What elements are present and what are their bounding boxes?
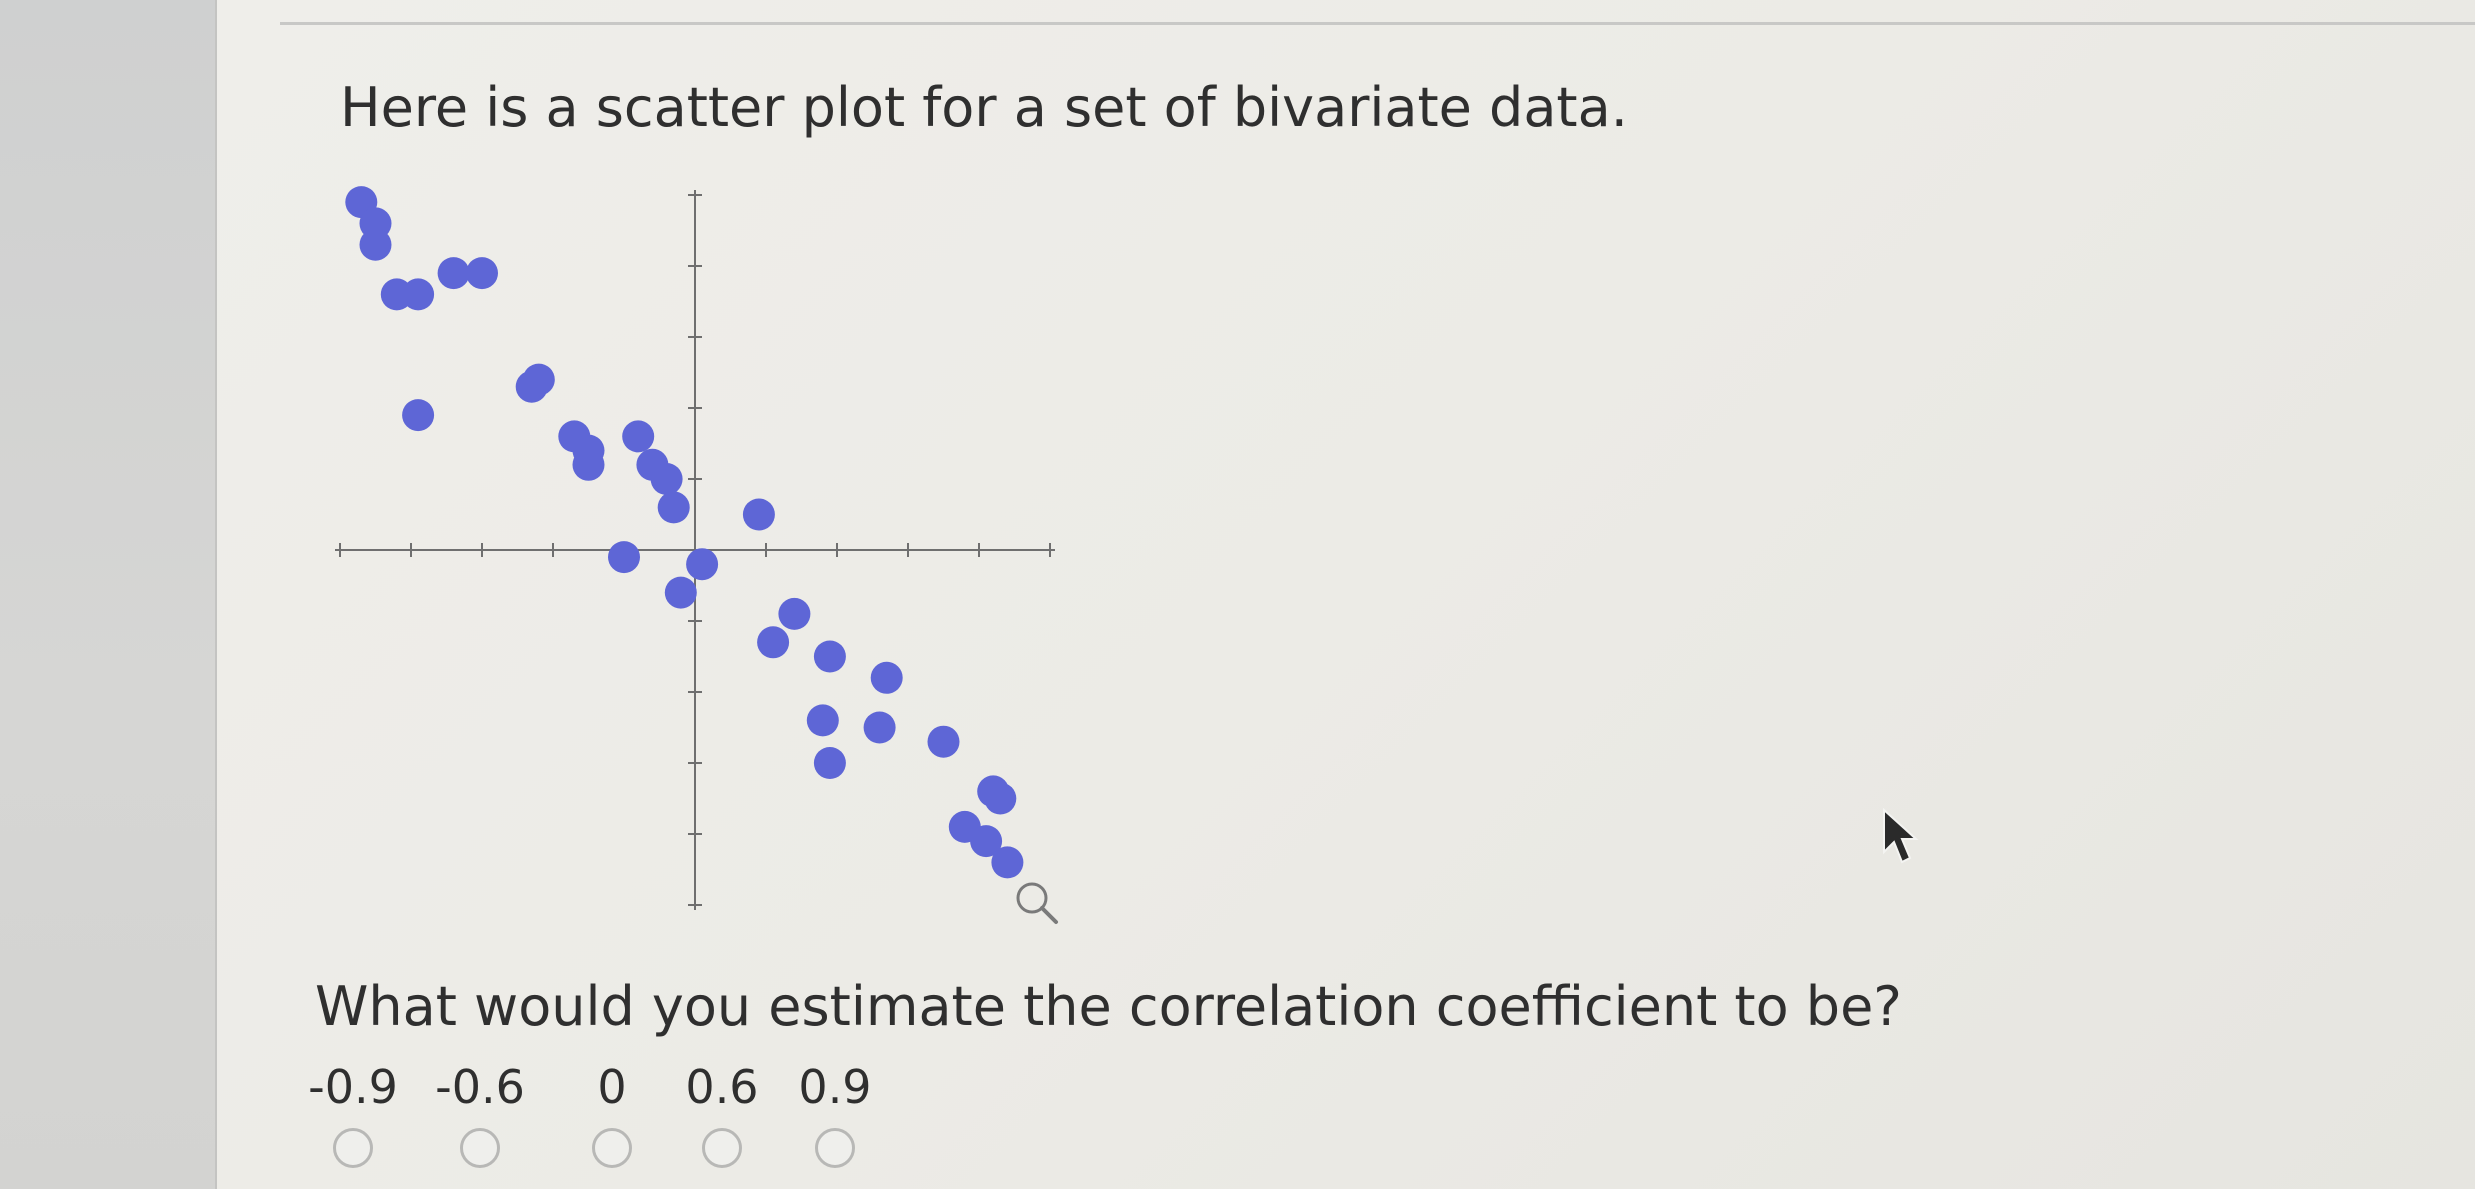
- data-point: [806, 704, 839, 737]
- question-panel: [217, 0, 2475, 1189]
- data-point: [686, 548, 719, 581]
- data-point: [650, 463, 683, 495]
- option-radio-0[interactable]: [592, 1128, 632, 1168]
- question-intro: Here is a scatter plot for a set of biva…: [340, 76, 1628, 139]
- option-radio-neg-0-9[interactable]: [333, 1128, 373, 1168]
- mouse-pointer-icon: [1883, 808, 1919, 864]
- data-point: [664, 576, 697, 609]
- data-point: [813, 640, 846, 673]
- data-point: [466, 257, 498, 290]
- browser-side-strip: [0, 0, 217, 1189]
- plot-points: [345, 186, 1024, 879]
- data-point: [359, 228, 392, 261]
- option-label: 0.6: [685, 1060, 759, 1114]
- data-point: [870, 661, 903, 694]
- data-point: [742, 498, 775, 531]
- top-divider: [280, 22, 2475, 25]
- data-point: [608, 541, 640, 574]
- data-point: [778, 597, 811, 630]
- question-prompt: What would you estimate the correlation …: [315, 975, 1902, 1038]
- data-point: [970, 825, 1003, 858]
- data-point: [515, 370, 548, 403]
- data-point: [863, 711, 896, 744]
- data-point: [402, 399, 435, 432]
- data-point: [437, 257, 470, 290]
- option-label: -0.6: [435, 1060, 525, 1114]
- data-point: [991, 846, 1024, 879]
- data-point: [927, 725, 960, 758]
- option-label: 0: [597, 1060, 627, 1114]
- scatter-plot: [335, 186, 1058, 924]
- option-label: -0.9: [308, 1060, 398, 1114]
- option-radio-0-6[interactable]: [702, 1128, 742, 1168]
- data-point: [622, 420, 655, 453]
- data-point: [657, 491, 690, 524]
- data-point: [572, 448, 605, 481]
- data-point: [984, 782, 1017, 815]
- option-radio-0-9[interactable]: [815, 1128, 855, 1168]
- data-point: [757, 626, 790, 659]
- data-point: [402, 278, 435, 311]
- option-label: 0.9: [798, 1060, 872, 1114]
- magnifier-icon: [1016, 882, 1058, 924]
- data-point: [813, 747, 846, 779]
- option-radio-neg-0-6[interactable]: [460, 1128, 500, 1168]
- answer-options: -0.9 -0.6 0 0.6 0.9: [308, 1060, 915, 1180]
